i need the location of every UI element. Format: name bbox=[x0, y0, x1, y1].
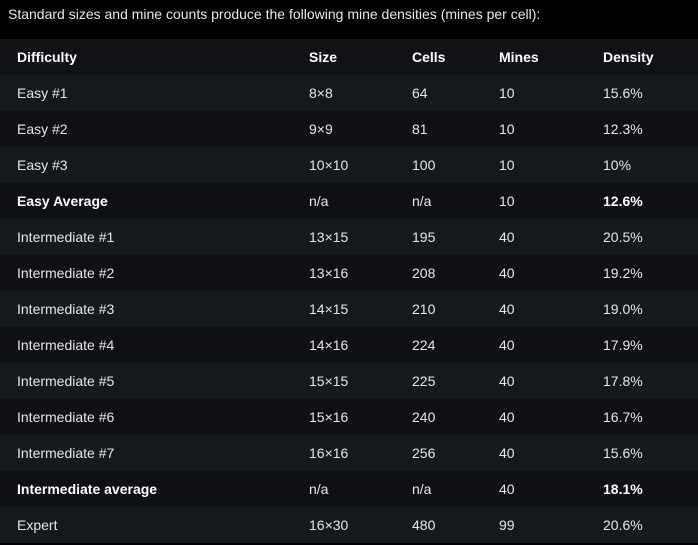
table-row: Expert 16×30 480 99 20.6% bbox=[0, 507, 698, 543]
header-density: Density bbox=[603, 49, 654, 65]
table-row: Intermediate #1 13×15 195 40 20.5% bbox=[0, 219, 698, 255]
cell-density: 16.7% bbox=[603, 409, 643, 425]
cell-cells: 240 bbox=[412, 409, 436, 425]
table-row: Intermediate average n/a n/a 40 18.1% bbox=[0, 471, 698, 507]
cell-cells: 81 bbox=[412, 121, 428, 137]
cell-cells: 224 bbox=[412, 337, 436, 353]
cell-mines: 40 bbox=[499, 373, 515, 389]
cell-difficulty: Intermediate #7 bbox=[17, 445, 115, 461]
mine-density-table: Difficulty Size Cells Mines Density Easy… bbox=[0, 39, 698, 543]
cell-density: 19.2% bbox=[603, 265, 643, 281]
header-difficulty: Difficulty bbox=[17, 49, 77, 65]
cell-difficulty: Intermediate #5 bbox=[17, 373, 115, 389]
cell-density: 17.8% bbox=[603, 373, 643, 389]
cell-density: 15.6% bbox=[603, 445, 643, 461]
cell-size: 9×9 bbox=[309, 121, 333, 137]
cell-difficulty: Easy #1 bbox=[17, 85, 68, 101]
table-row: Intermediate #5 15×15 225 40 17.8% bbox=[0, 363, 698, 399]
cell-difficulty: Intermediate #4 bbox=[17, 337, 115, 353]
cell-mines: 40 bbox=[499, 301, 515, 317]
cell-size: n/a bbox=[309, 481, 329, 497]
cell-difficulty: Intermediate #2 bbox=[17, 265, 115, 281]
cell-mines: 40 bbox=[499, 337, 515, 353]
table-row: Intermediate #6 15×16 240 40 16.7% bbox=[0, 399, 698, 435]
cell-size: 10×10 bbox=[309, 157, 349, 173]
cell-density: 15.6% bbox=[603, 85, 643, 101]
cell-size: 8×8 bbox=[309, 85, 333, 101]
cell-size: n/a bbox=[309, 193, 329, 209]
table-row: Intermediate #2 13×16 208 40 19.2% bbox=[0, 255, 698, 291]
cell-difficulty: Easy #2 bbox=[17, 121, 68, 137]
cell-density: 20.6% bbox=[603, 517, 643, 533]
cell-difficulty: Intermediate #1 bbox=[17, 229, 115, 245]
cell-mines: 99 bbox=[499, 517, 515, 533]
table-row: Easy Average n/a n/a 10 12.6% bbox=[0, 183, 698, 219]
cell-mines: 40 bbox=[499, 445, 515, 461]
cell-mines: 40 bbox=[499, 229, 515, 245]
cell-mines: 10 bbox=[499, 157, 515, 173]
cell-density: 20.5% bbox=[603, 229, 643, 245]
cell-cells: 210 bbox=[412, 301, 436, 317]
cell-density: 12.6% bbox=[603, 193, 643, 209]
table-row: Intermediate #3 14×15 210 40 19.0% bbox=[0, 291, 698, 327]
table-body: Easy #1 8×8 64 10 15.6% Easy #2 9×9 81 10 12.3% Ea… bbox=[0, 75, 698, 543]
cell-difficulty: Easy #3 bbox=[17, 157, 68, 173]
cell-size: 15×16 bbox=[309, 409, 349, 425]
cell-cells: 195 bbox=[412, 229, 436, 245]
cell-cells: 480 bbox=[412, 517, 436, 533]
cell-cells: 100 bbox=[412, 157, 436, 173]
cell-density: 19.0% bbox=[603, 301, 643, 317]
cell-size: 15×15 bbox=[309, 373, 349, 389]
cell-difficulty: Intermediate average bbox=[17, 481, 158, 497]
cell-mines: 10 bbox=[499, 121, 515, 137]
intro-text: Standard sizes and mine counts produce t… bbox=[8, 6, 541, 22]
cell-mines: 10 bbox=[499, 85, 515, 101]
cell-size: 16×16 bbox=[309, 445, 349, 461]
table-row: Easy #2 9×9 81 10 12.3% bbox=[0, 111, 698, 147]
cell-difficulty: Expert bbox=[17, 517, 58, 533]
cell-difficulty: Easy Average bbox=[17, 193, 108, 209]
cell-size: 14×15 bbox=[309, 301, 349, 317]
cell-density: 10% bbox=[603, 157, 632, 173]
cell-density: 12.3% bbox=[603, 121, 643, 137]
cell-mines: 40 bbox=[499, 409, 515, 425]
cell-mines: 40 bbox=[499, 481, 515, 497]
cell-cells: 225 bbox=[412, 373, 436, 389]
table-row: Easy #3 10×10 100 10 10% bbox=[0, 147, 698, 183]
header-size: Size bbox=[309, 49, 338, 65]
cell-size: 14×16 bbox=[309, 337, 349, 353]
cell-cells: 256 bbox=[412, 445, 436, 461]
table-row: Intermediate #4 14×16 224 40 17.9% bbox=[0, 327, 698, 363]
cell-size: 13×15 bbox=[309, 229, 349, 245]
cell-difficulty: Intermediate #3 bbox=[17, 301, 115, 317]
cell-difficulty: Intermediate #6 bbox=[17, 409, 115, 425]
cell-cells: 64 bbox=[412, 85, 428, 101]
cell-cells: n/a bbox=[412, 481, 432, 497]
cell-size: 16×30 bbox=[309, 517, 349, 533]
cell-density: 17.9% bbox=[603, 337, 643, 353]
header-mines: Mines bbox=[499, 49, 539, 65]
header-cells: Cells bbox=[412, 49, 446, 65]
cell-density: 18.1% bbox=[603, 481, 643, 497]
cell-cells: 208 bbox=[412, 265, 436, 281]
cell-mines: 40 bbox=[499, 265, 515, 281]
cell-mines: 10 bbox=[499, 193, 515, 209]
table-header-row: Difficulty Size Cells Mines Density bbox=[0, 39, 698, 75]
cell-size: 13×16 bbox=[309, 265, 349, 281]
table-row: Intermediate #7 16×16 256 40 15.6% bbox=[0, 435, 698, 471]
table-row: Easy #1 8×8 64 10 15.6% bbox=[0, 75, 698, 111]
cell-cells: n/a bbox=[412, 193, 432, 209]
